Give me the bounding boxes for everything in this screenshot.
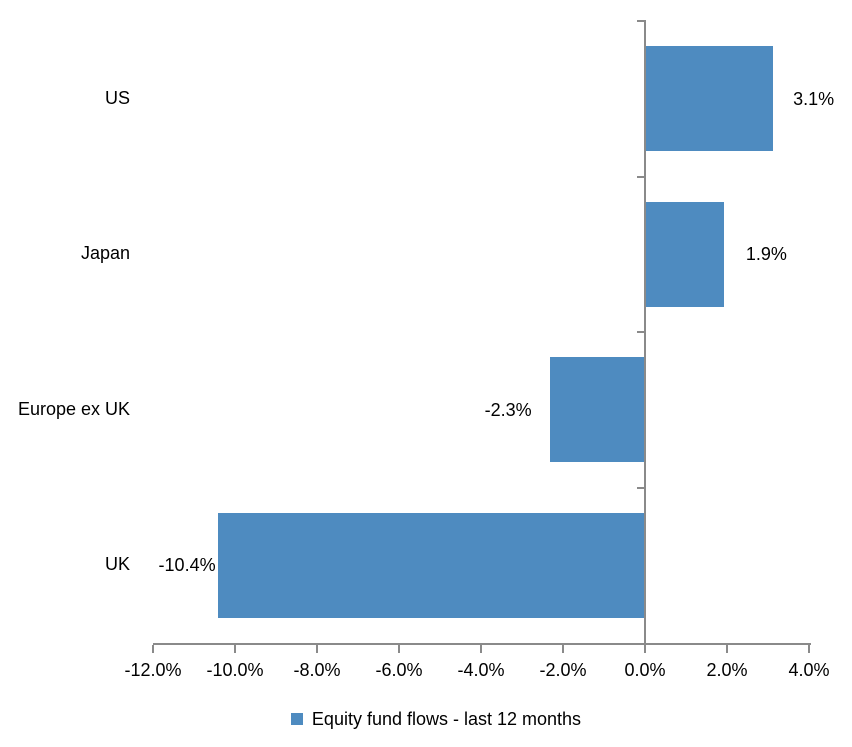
bar-us — [646, 46, 774, 152]
legend: Equity fund flows - last 12 months — [0, 706, 852, 732]
category-label-us: US — [104, 87, 130, 108]
x-tick-label: -12.0% — [124, 660, 182, 680]
category-label-europe-ex-uk: Europe ex UK — [17, 398, 130, 419]
x-tick-label: -2.0% — [539, 660, 587, 680]
legend-label: Equity fund flows - last 12 months — [311, 708, 582, 729]
value-axis-tick — [152, 645, 154, 653]
data-label-europe-ex-uk: -2.3% — [484, 399, 532, 420]
x-tick-label: 0.0% — [624, 660, 666, 680]
category-label-japan: Japan — [80, 243, 130, 264]
value-axis-tick — [398, 645, 400, 653]
x-tick-label: 2.0% — [706, 660, 748, 680]
category-axis-tick — [637, 20, 646, 22]
value-axis-line — [153, 643, 811, 645]
legend-swatch-icon — [290, 713, 303, 725]
bar-japan — [646, 201, 724, 307]
bar-europe-ex-uk — [549, 357, 644, 463]
category-label-uk: UK — [104, 554, 130, 575]
x-tick-label: -6.0% — [375, 660, 423, 680]
data-label-us: 3.1% — [793, 88, 835, 109]
value-axis-tick — [808, 645, 810, 653]
x-tick-label: -4.0% — [457, 660, 505, 680]
value-axis-tick — [234, 645, 236, 653]
value-axis-tick — [726, 645, 728, 653]
data-label-japan: 1.9% — [745, 244, 787, 265]
value-axis-tick — [480, 645, 482, 653]
value-axis-tick — [316, 645, 318, 653]
value-axis-tick — [562, 645, 564, 653]
x-tick-label: -8.0% — [293, 660, 341, 680]
category-axis-line — [644, 20, 646, 653]
category-axis-tick — [637, 175, 646, 178]
data-label-uk: -10.4% — [158, 555, 216, 576]
bar-uk — [217, 512, 644, 618]
x-tick-label: -10.0% — [206, 660, 264, 680]
x-tick-label: 4.0% — [788, 660, 830, 680]
category-axis-tick — [637, 331, 646, 333]
category-axis-tick — [637, 486, 646, 489]
